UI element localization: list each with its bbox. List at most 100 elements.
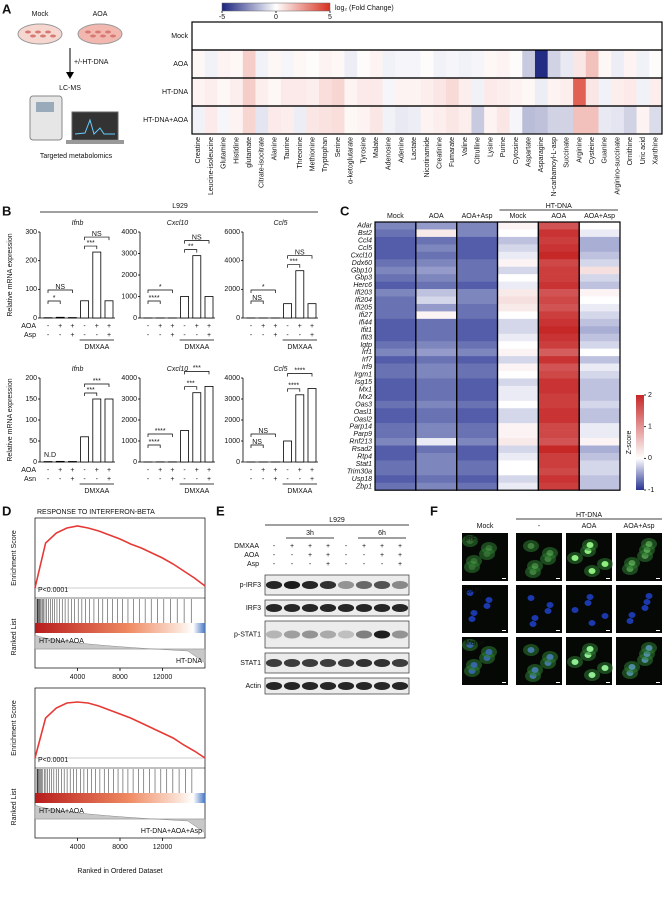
heatmap-cell <box>538 259 580 267</box>
nuclear-irf3 <box>485 649 493 655</box>
gene-title: Cxcl10 <box>167 366 189 373</box>
heatmap-cell <box>375 415 417 424</box>
significance-bracket <box>84 245 98 250</box>
heatmap-cell <box>375 430 417 439</box>
gene-label: Rsad2 <box>352 446 372 453</box>
y-tick-label: 2000 <box>224 286 240 293</box>
heatmap-cell <box>471 50 485 78</box>
heatmap-cell <box>446 50 460 78</box>
heatmap-cell <box>579 303 621 312</box>
heatmap-cell <box>319 50 333 78</box>
blot-band <box>337 630 355 639</box>
heatmap-cell <box>497 229 539 238</box>
heatmap-cell <box>382 22 396 50</box>
heatmap-cell <box>579 356 621 364</box>
heatmap-cell <box>579 274 621 282</box>
significance-label: * <box>53 295 56 302</box>
bar <box>180 296 190 319</box>
heatmap-cell <box>522 106 536 134</box>
cell-icon <box>40 34 46 38</box>
metabolite-label: Leucine-isoleucine <box>208 137 215 195</box>
heatmap-cell <box>509 22 523 50</box>
blot-band <box>337 604 355 612</box>
significance-bracket <box>147 433 173 437</box>
nucleus-dapi <box>468 616 476 622</box>
heatmap-cell <box>585 50 599 78</box>
heatmap-cell <box>538 236 580 245</box>
heatmap-cell <box>579 400 621 409</box>
significance-bracket <box>287 388 301 392</box>
heatmap-cell <box>407 22 422 50</box>
laptop-base <box>66 140 124 144</box>
positive-label: HT-DNA+AOA <box>39 808 84 815</box>
blot-band <box>283 604 301 612</box>
significance-bracket <box>250 433 276 437</box>
gene-label: Igtp <box>360 342 372 349</box>
metabolite-label: Serine <box>335 137 342 157</box>
heatmap-cell <box>415 236 457 245</box>
heatmap-cell <box>204 22 218 50</box>
y-tick-label: 3000 <box>121 250 137 257</box>
heatmap-cell <box>534 22 549 50</box>
heatmap-cell <box>579 445 621 454</box>
enrichment-curve <box>34 525 206 589</box>
x-tick-label: 12000 <box>153 844 173 851</box>
nuclear-irf3 <box>645 645 653 651</box>
heatmap-cell <box>407 106 422 134</box>
sign: - <box>159 476 162 483</box>
heatmap-cell <box>344 22 358 50</box>
blot-background <box>264 652 410 674</box>
heatmap-cell <box>217 106 231 134</box>
significance-label: *** <box>187 381 195 388</box>
treatment-label: DMXAA <box>184 344 209 351</box>
significance-bracket <box>287 373 313 377</box>
y-tick-label: 100 <box>25 417 37 424</box>
sign: + <box>273 332 277 339</box>
gene-label: Oasl1 <box>354 409 372 416</box>
gene-label: Rtp4 <box>357 454 372 461</box>
bar <box>192 255 202 319</box>
heatmap-cell <box>497 408 539 416</box>
panel-letter: C <box>340 203 350 218</box>
gene-title: Ifnb <box>72 366 84 373</box>
treatment-label: DMXAA <box>234 543 259 550</box>
gene-label: Parp9 <box>353 431 372 438</box>
heatmap-cell <box>534 50 549 78</box>
heatmap-cell <box>375 475 417 484</box>
nucleus-dapi <box>628 664 636 670</box>
condition-label: AOA+Asp <box>624 523 655 530</box>
sign: - <box>47 476 50 483</box>
heatmap-cell <box>415 281 457 290</box>
heatmap-cell <box>623 22 637 50</box>
nucleus-dapi <box>483 603 491 609</box>
cell-icon <box>95 30 101 34</box>
row-border <box>191 105 663 135</box>
heatmap-cell <box>538 244 580 253</box>
group-label: AOA <box>429 213 444 220</box>
heatmap-cell <box>415 408 457 416</box>
heatmap-cell <box>538 296 580 305</box>
gene-label: Ifit3 <box>361 334 372 341</box>
heatmap-cell <box>456 296 498 305</box>
gene-label: Herc6 <box>353 282 372 289</box>
group-label: AOA+Asp <box>462 213 493 220</box>
heatmap-cell <box>497 371 539 379</box>
y-tick-label: 150 <box>25 396 37 403</box>
heatmap-cell <box>375 452 417 461</box>
sign: + <box>158 323 162 330</box>
significance-bracket <box>84 383 110 387</box>
heatmap-cell <box>375 341 417 349</box>
sign-row-label: Asp <box>24 332 36 339</box>
heatmap-cell <box>456 400 498 409</box>
sign: - <box>286 323 289 330</box>
metabolite-label: Glutamine <box>221 137 228 169</box>
sign: + <box>398 552 402 559</box>
heatmap-cell <box>192 78 206 106</box>
sign: - <box>345 552 348 559</box>
heatmap-cell <box>497 303 539 312</box>
metabolite-label: Histidine <box>233 137 240 164</box>
heatmap-cell <box>204 50 218 78</box>
nuclear-irf3 <box>470 558 478 564</box>
heatmap-cell <box>446 106 460 134</box>
sign: + <box>308 552 312 559</box>
